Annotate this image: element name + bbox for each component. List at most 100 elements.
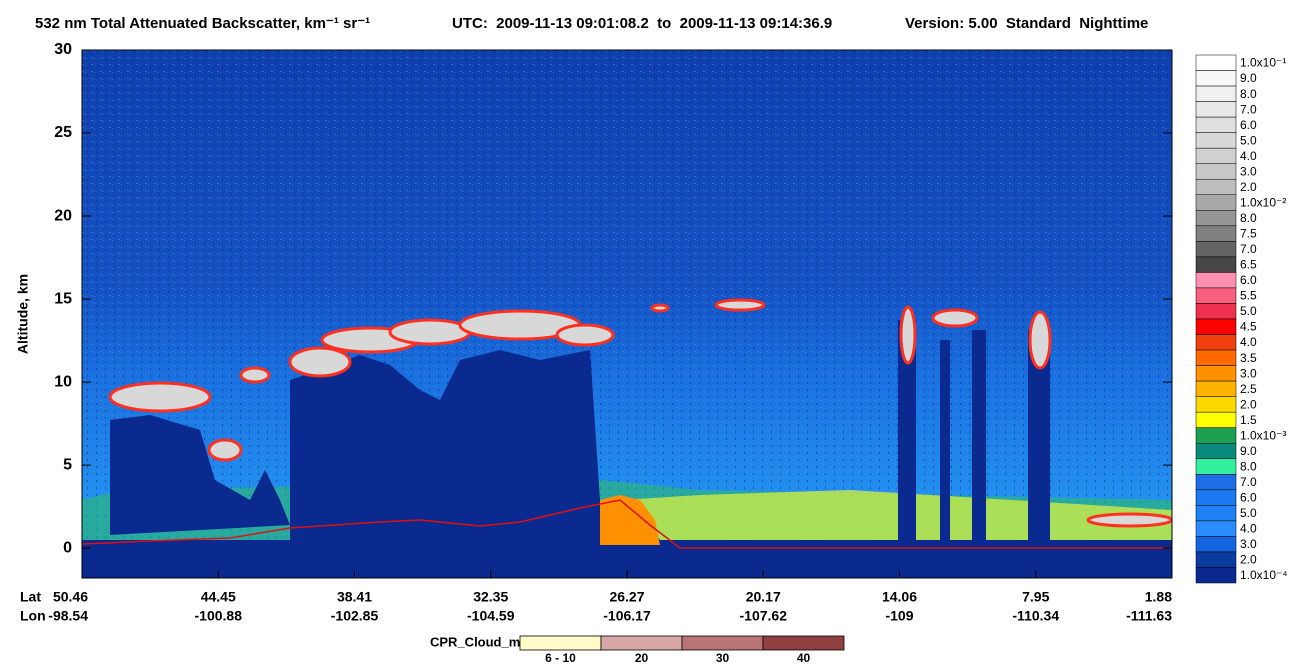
lon-tick-label: -102.85 <box>331 608 379 624</box>
colorbar-label: 5.0 <box>1240 304 1257 318</box>
backscatter-image <box>82 50 1172 578</box>
colorbar-label: 4.0 <box>1240 335 1257 349</box>
lat-tick-label: 14.06 <box>882 589 917 605</box>
cpr-swatch <box>519 635 602 651</box>
colorbar-swatch <box>1195 365 1237 382</box>
colorbar-swatch <box>1195 442 1237 460</box>
colorbar-swatch <box>1195 85 1237 102</box>
utc-range: UTC: 2009-11-13 09:01:08.2 to 2009-11-13… <box>452 15 832 32</box>
colorbar-swatch <box>1195 380 1237 397</box>
colorbar-swatch <box>1195 70 1237 87</box>
version: Version: 5.00 Standard Nighttime <box>905 15 1148 32</box>
colorbar-label: 2.0 <box>1240 553 1257 567</box>
lat-tick-label: 1.88 <box>1145 589 1172 605</box>
lat-tick-label: 38.41 <box>337 589 372 605</box>
lon-label: Lon <box>20 608 46 624</box>
colorbar-swatch <box>1195 396 1237 413</box>
colorbar-label: 1.0x10⁻¹ <box>1240 56 1286 70</box>
colorbar-label: 8.0 <box>1240 87 1257 101</box>
colorbar-swatch <box>1195 489 1237 506</box>
colorbar-swatch <box>1195 334 1237 351</box>
colorbar-swatch <box>1195 411 1237 428</box>
cpr-swatch <box>681 635 764 651</box>
colorbar-label: 7.0 <box>1240 102 1257 116</box>
cpr-label: 20 <box>635 651 649 665</box>
colorbar-swatch <box>1195 551 1237 568</box>
colorbar-swatch <box>1195 474 1237 491</box>
colorbar-label: 6.0 <box>1240 273 1257 287</box>
lat-label: Lat <box>20 589 41 605</box>
colorbar-swatch <box>1195 225 1237 242</box>
colorbar-label: 4.0 <box>1240 149 1257 163</box>
chart-title: 532 nm Total Attenuated Backscatter, km⁻… <box>35 15 370 32</box>
colorbar-label: 1.0x10⁻⁴ <box>1240 568 1288 582</box>
lat-tick-label: 32.35 <box>473 589 508 605</box>
lat-tick-label: 50.46 <box>53 589 88 605</box>
lon-tick-label: -107.62 <box>740 608 788 624</box>
y-tick-label: 30 <box>54 41 72 58</box>
y-axis-label: Altitude, km <box>15 274 31 354</box>
colorbar-label: 6.0 <box>1240 491 1257 505</box>
colorbar-label: 3.0 <box>1240 366 1257 380</box>
colorbar-label: 9.0 <box>1240 444 1257 458</box>
colorbar-label: 1.0x10⁻³ <box>1240 428 1286 442</box>
y-tick-label: 15 <box>54 290 72 307</box>
colorbar-label: 5.0 <box>1240 133 1257 147</box>
colorbar-swatch <box>1195 505 1237 522</box>
colorbar-label: 7.5 <box>1240 227 1257 241</box>
colorbar-swatch <box>1195 178 1237 196</box>
colorbar-label: 9.0 <box>1240 71 1257 85</box>
y-tick-label: 5 <box>63 456 72 473</box>
lon-tick-label: -109 <box>885 608 913 624</box>
colorbar-swatch <box>1195 256 1237 273</box>
y-tick-label: 20 <box>54 207 72 224</box>
colorbar-label: 2.5 <box>1240 382 1257 396</box>
colorbar-swatch <box>1195 116 1237 133</box>
y-tick-label: 0 <box>63 539 72 556</box>
lon-tick-label: -100.88 <box>195 608 243 624</box>
colorbar-swatch <box>1195 427 1237 444</box>
lon-tick-label: -110.34 <box>1012 608 1059 624</box>
colorbar-label: 5.5 <box>1240 289 1257 303</box>
colorbar-label: 3.0 <box>1240 164 1257 178</box>
cpr-label: 6 - 10 <box>545 651 576 665</box>
colorbar-swatch <box>1195 303 1237 320</box>
colorbar-label: 5.0 <box>1240 506 1257 520</box>
colorbar-label: 8.0 <box>1240 211 1257 225</box>
lon-tick-label: -98.54 <box>48 608 88 624</box>
colorbar-swatch <box>1195 194 1237 211</box>
colorbar-swatch <box>1195 458 1237 475</box>
colorbar-label: 3.5 <box>1240 351 1257 365</box>
colorbar-swatch <box>1195 163 1237 180</box>
colorbar-label: 3.0 <box>1240 537 1257 551</box>
colorbar-swatch <box>1195 567 1237 584</box>
cpr-swatch <box>600 635 683 651</box>
colorbar-swatch <box>1195 101 1237 118</box>
colorbar-swatch <box>1195 272 1237 289</box>
colorbar-label: 1.0x10⁻² <box>1240 195 1286 209</box>
lon-tick-label: -106.17 <box>603 608 651 624</box>
y-tick-label: 10 <box>54 373 72 390</box>
colorbar-swatch <box>1195 318 1237 335</box>
lat-tick-label: 20.17 <box>746 589 781 605</box>
colorbar-swatch <box>1195 536 1237 553</box>
colorbar-swatch <box>1195 132 1237 149</box>
colorbar-label: 4.5 <box>1240 320 1257 334</box>
lon-tick-label: -104.59 <box>467 608 515 624</box>
y-tick-label: 25 <box>54 124 72 141</box>
colorbar-swatch <box>1195 147 1237 164</box>
cpr-swatch <box>762 635 845 651</box>
colorbar-swatch <box>1195 241 1237 258</box>
cpr-legend-title: CPR_Cloud_mask <box>430 634 543 649</box>
lat-tick-label: 7.95 <box>1022 589 1049 605</box>
colorbar-swatch <box>1195 349 1237 366</box>
cpr-label: 40 <box>797 651 811 665</box>
colorbar-label: 6.0 <box>1240 118 1257 132</box>
lon-tick-label: -111.63 <box>1126 608 1172 624</box>
colorbar-label: 7.0 <box>1240 475 1257 489</box>
lat-tick-label: 26.27 <box>609 589 644 605</box>
cpr-label: 30 <box>716 651 730 665</box>
colorbar-label: 6.5 <box>1240 258 1257 272</box>
colorbar-label: 8.0 <box>1240 459 1257 473</box>
colorbar-swatch <box>1195 287 1237 304</box>
